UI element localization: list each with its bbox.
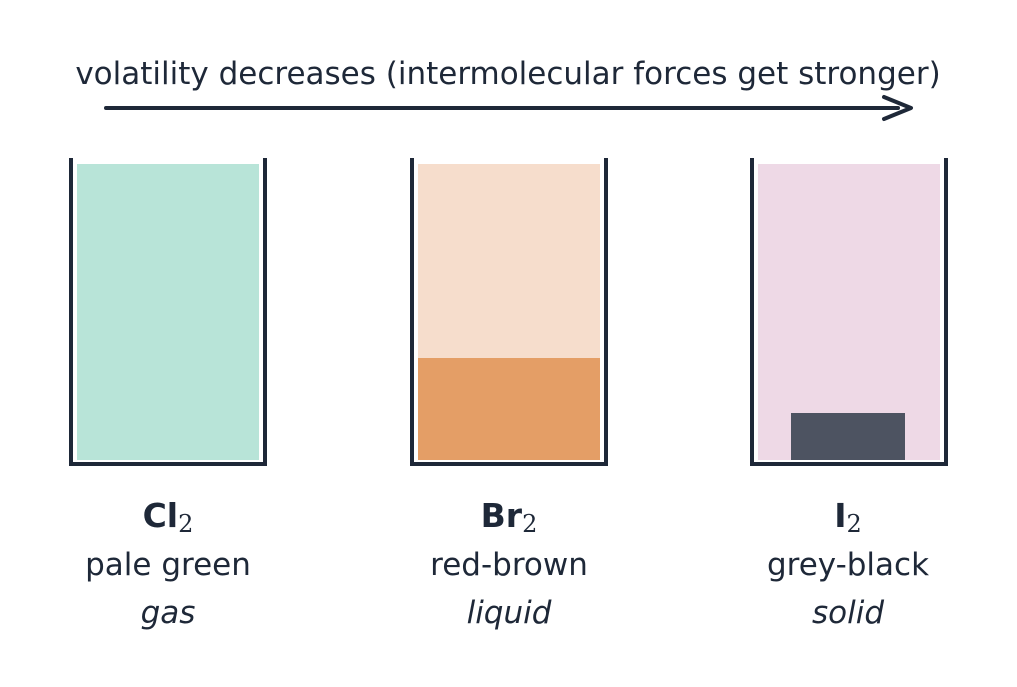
iodine-subscript: 2 [847, 510, 862, 538]
chlorine-state-label: gas [141, 595, 196, 631]
chlorine-jar-outline [69, 158, 267, 466]
bromine-container [410, 158, 608, 466]
chlorine-formula: Cl2 [143, 496, 194, 538]
chlorine-subscript: 2 [178, 510, 193, 538]
bromine-liquid-fill [418, 358, 600, 460]
chlorine-symbol: Cl [143, 496, 179, 535]
bromine-colour-label: red-brown [430, 547, 588, 583]
iodine-vapour-fill [758, 164, 940, 460]
volatility-trend-title: volatility decreases (intermolecular for… [75, 56, 940, 92]
bromine-formula: Br2 [481, 496, 538, 538]
iodine-formula: I2 [834, 496, 862, 538]
iodine-jar-outline [750, 158, 948, 466]
iodine-container [750, 158, 948, 466]
trend-arrow [104, 95, 913, 121]
bromine-symbol: Br [481, 496, 523, 535]
iodine-colour-label: grey-black [767, 547, 929, 583]
chlorine-container [69, 158, 267, 466]
bromine-state-label: liquid [467, 595, 552, 631]
chlorine-gas-fill [77, 164, 259, 460]
bromine-jar-outline [410, 158, 608, 466]
iodine-state-label: solid [812, 595, 884, 631]
bromine-subscript: 2 [522, 510, 537, 538]
iodine-symbol: I [834, 496, 846, 535]
chlorine-colour-label: pale green [85, 547, 251, 583]
bromine-vapour-fill [418, 164, 600, 358]
iodine-solid-block [791, 413, 905, 460]
